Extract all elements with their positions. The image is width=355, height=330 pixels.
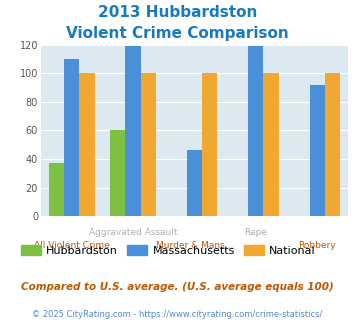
Bar [64, 59, 79, 216]
Bar [310, 84, 325, 216]
Text: © 2025 CityRating.com - https://www.cityrating.com/crime-statistics/: © 2025 CityRating.com - https://www.city… [32, 310, 323, 319]
Bar [325, 73, 340, 216]
Bar [110, 130, 125, 216]
Bar [263, 73, 279, 216]
Legend: Hubbardston, Massachusetts, National: Hubbardston, Massachusetts, National [16, 241, 321, 260]
Text: Robbery: Robbery [299, 241, 336, 250]
Text: Violent Crime Comparison: Violent Crime Comparison [66, 26, 289, 41]
Bar [79, 73, 94, 216]
Text: Murder & Mans...: Murder & Mans... [156, 241, 233, 250]
Text: All Violent Crime: All Violent Crime [34, 241, 109, 250]
Text: Aggravated Assault: Aggravated Assault [89, 228, 177, 237]
Text: Rape: Rape [244, 228, 267, 237]
Bar [202, 73, 217, 216]
Text: 2013 Hubbardston: 2013 Hubbardston [98, 5, 257, 20]
Bar [49, 163, 64, 216]
Bar [141, 73, 156, 216]
Text: Compared to U.S. average. (U.S. average equals 100): Compared to U.S. average. (U.S. average … [21, 282, 334, 292]
Bar [187, 150, 202, 216]
Bar [248, 46, 263, 216]
Bar [125, 46, 141, 216]
